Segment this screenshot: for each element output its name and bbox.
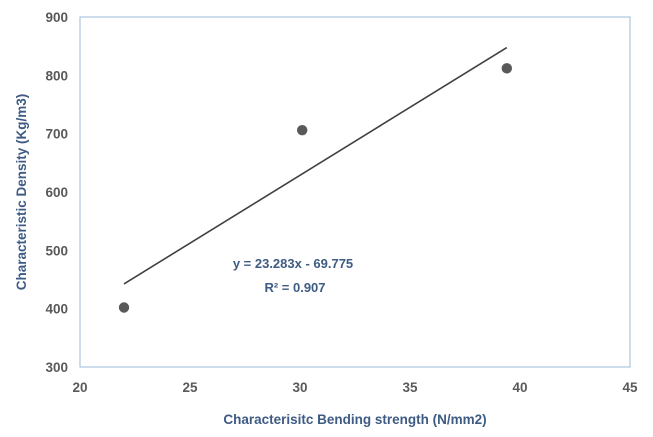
y-tick-label: 300 — [45, 360, 68, 375]
x-tick-label: 20 — [72, 380, 87, 395]
y-axis-ticks: 300 400 500 600 700 800 900 — [45, 10, 68, 375]
y-tick-label: 900 — [45, 10, 68, 25]
data-point — [297, 124, 308, 136]
data-point — [501, 63, 512, 74]
y-tick-label: 800 — [45, 68, 68, 83]
y-tick-label: 500 — [45, 243, 68, 258]
y-tick-label: 400 — [45, 302, 68, 317]
x-tick-label: 45 — [622, 380, 638, 395]
y-tick-label: 600 — [45, 185, 68, 200]
trendline — [123, 46, 508, 285]
y-axis-label: Characteristic Density (Kg/m3) — [14, 94, 29, 291]
data-points — [118, 63, 512, 313]
x-tick-label: 40 — [512, 380, 527, 395]
x-axis-label: Characterisitc Bending strength (N/mm2) — [223, 412, 486, 427]
plot-area-frame — [79, 16, 631, 368]
data-point — [118, 302, 130, 313]
r-squared-label: R² = 0.907 — [264, 280, 325, 295]
x-tick-label: 25 — [182, 380, 198, 395]
trendline-group — [123, 46, 508, 285]
y-tick-label: 700 — [45, 127, 68, 142]
x-axis-ticks: 20 25 30 35 40 45 — [72, 380, 638, 395]
x-tick-label: 35 — [402, 380, 418, 395]
x-tick-label: 30 — [292, 380, 307, 395]
trendline-equation: y = 23.283x - 69.775 — [233, 256, 353, 271]
